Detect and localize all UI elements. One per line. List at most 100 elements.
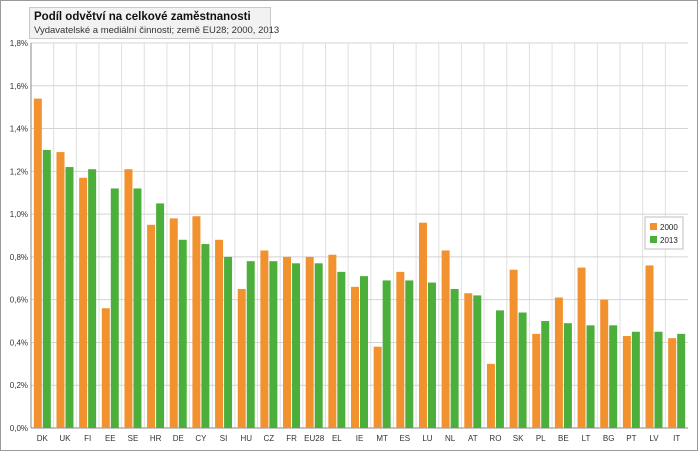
- x-tick-label: DE: [173, 434, 184, 443]
- bar-2013-IE: [360, 276, 368, 428]
- x-tick-label: SE: [128, 434, 139, 443]
- x-tick-label: CZ: [264, 434, 275, 443]
- bar-2000-AT: [464, 293, 473, 428]
- bar-2000-SK: [509, 269, 518, 428]
- bar-2000-IE: [351, 286, 359, 428]
- x-tick-label: BE: [558, 434, 569, 443]
- x-tick-label: IE: [356, 434, 364, 443]
- x-tick-label: SK: [513, 434, 524, 443]
- legend-swatch-2000: [650, 223, 657, 230]
- legend-label-2000: 2000: [660, 223, 678, 232]
- x-tick-label: UK: [59, 434, 71, 443]
- bar-2000-EE: [101, 308, 110, 428]
- bar-2000-BE: [554, 297, 563, 428]
- bar-2000-SE: [124, 169, 133, 428]
- bar-2000-IT: [668, 338, 677, 428]
- x-tick-label: EL: [332, 434, 342, 443]
- x-tick-label: IT: [673, 434, 680, 443]
- bar-2013-BE: [563, 323, 572, 428]
- x-tick-label: FR: [286, 434, 297, 443]
- bar-2000-CZ: [260, 250, 269, 428]
- bar-2000-LT: [577, 267, 586, 428]
- legend: [644, 216, 684, 250]
- x-tick-label: NL: [445, 434, 456, 443]
- bar-2000-FR: [283, 256, 292, 428]
- y-tick-label: 1,6%: [10, 82, 28, 91]
- bar-2000-SI: [215, 239, 224, 428]
- bar-2013-SK: [518, 312, 527, 428]
- x-tick-label: ES: [399, 434, 410, 443]
- bar-2013-DK: [42, 149, 51, 428]
- bar-2000-RO: [486, 363, 495, 428]
- bar-2000-LU: [418, 222, 427, 428]
- y-tick-label: 0,4%: [10, 338, 28, 347]
- bar-2013-PL: [541, 321, 550, 428]
- x-tick-label: SI: [220, 434, 228, 443]
- bar-2013-LU: [427, 282, 436, 428]
- x-tick-label: PT: [626, 434, 636, 443]
- legend-swatch-2013: [650, 236, 657, 243]
- y-tick-label: 0,6%: [10, 296, 28, 305]
- x-tick-label: MT: [376, 434, 388, 443]
- bar-2000-MT: [373, 346, 382, 428]
- x-tick-label: HR: [150, 434, 162, 443]
- bar-2013-RO: [495, 310, 504, 428]
- bar-2000-NL: [441, 250, 450, 428]
- x-tick-label: LT: [582, 434, 591, 443]
- bar-2013-CZ: [269, 261, 278, 428]
- y-tick-label: 1,4%: [10, 125, 28, 134]
- bar-2013-HR: [156, 203, 165, 428]
- chart-subtitle: Vydavatelské a mediální činnosti; země E…: [34, 25, 280, 36]
- x-tick-label: DK: [37, 434, 49, 443]
- bar-2013-FI: [88, 169, 97, 428]
- chart-title-box: Podíl odvětví na celkové zaměstnanosti V…: [29, 7, 280, 39]
- bar-2013-LT: [586, 325, 595, 428]
- bar-2000-HR: [147, 224, 156, 428]
- y-tick-label: 1,0%: [10, 210, 28, 219]
- bar-2000-FI: [79, 177, 88, 428]
- bar-2000-LV: [645, 265, 654, 428]
- x-tick-label: LV: [649, 434, 659, 443]
- x-tick-label: PL: [536, 434, 546, 443]
- x-tick-label: RO: [489, 434, 501, 443]
- x-tick-label: AT: [468, 434, 478, 443]
- x-tick-label: FI: [84, 434, 91, 443]
- bar-2013-NL: [450, 288, 459, 428]
- bar-2013-ES: [405, 280, 414, 428]
- bar-2013-EL: [337, 271, 346, 428]
- y-tick-label: 0,2%: [10, 381, 28, 390]
- bar-2013-UK: [65, 167, 74, 429]
- bar-2000-DE: [169, 218, 178, 428]
- x-tick-label: LU: [422, 434, 432, 443]
- bar-2000-PT: [622, 336, 631, 428]
- bar-2000-ES: [396, 271, 405, 428]
- bar-2000-UK: [56, 152, 65, 429]
- bar-2013-FR: [292, 263, 301, 428]
- bar-2013-AT: [473, 295, 482, 428]
- bar-2000-HU: [237, 288, 246, 428]
- y-tick-label: 1,8%: [10, 39, 28, 48]
- legend-label-2013: 2013: [660, 236, 678, 245]
- bar-2013-MT: [382, 280, 391, 428]
- bar-2013-IT: [677, 333, 686, 428]
- bar-2013-PT: [631, 331, 640, 428]
- bar-2013-HU: [246, 261, 255, 428]
- bar-2000-DK: [33, 98, 42, 428]
- x-tick-label: EE: [105, 434, 116, 443]
- bar-2013-SE: [133, 188, 142, 428]
- bar-2013-EE: [110, 188, 119, 428]
- x-tick-label: HU: [240, 434, 252, 443]
- bar-2013-CY: [201, 244, 210, 428]
- bar-2013-BG: [609, 325, 618, 428]
- bar-2000-EL: [328, 254, 337, 428]
- y-tick-label: 0,0%: [10, 424, 28, 433]
- bar-2000-PL: [532, 333, 541, 428]
- y-tick-label: 0,8%: [10, 253, 28, 262]
- y-tick-label: 1,2%: [10, 167, 28, 176]
- x-tick-label: BG: [603, 434, 615, 443]
- bar-2013-SI: [224, 256, 233, 428]
- bar-2013-EU28: [314, 263, 323, 428]
- bar-2013-LV: [654, 331, 663, 428]
- bar-2000-BG: [600, 299, 609, 428]
